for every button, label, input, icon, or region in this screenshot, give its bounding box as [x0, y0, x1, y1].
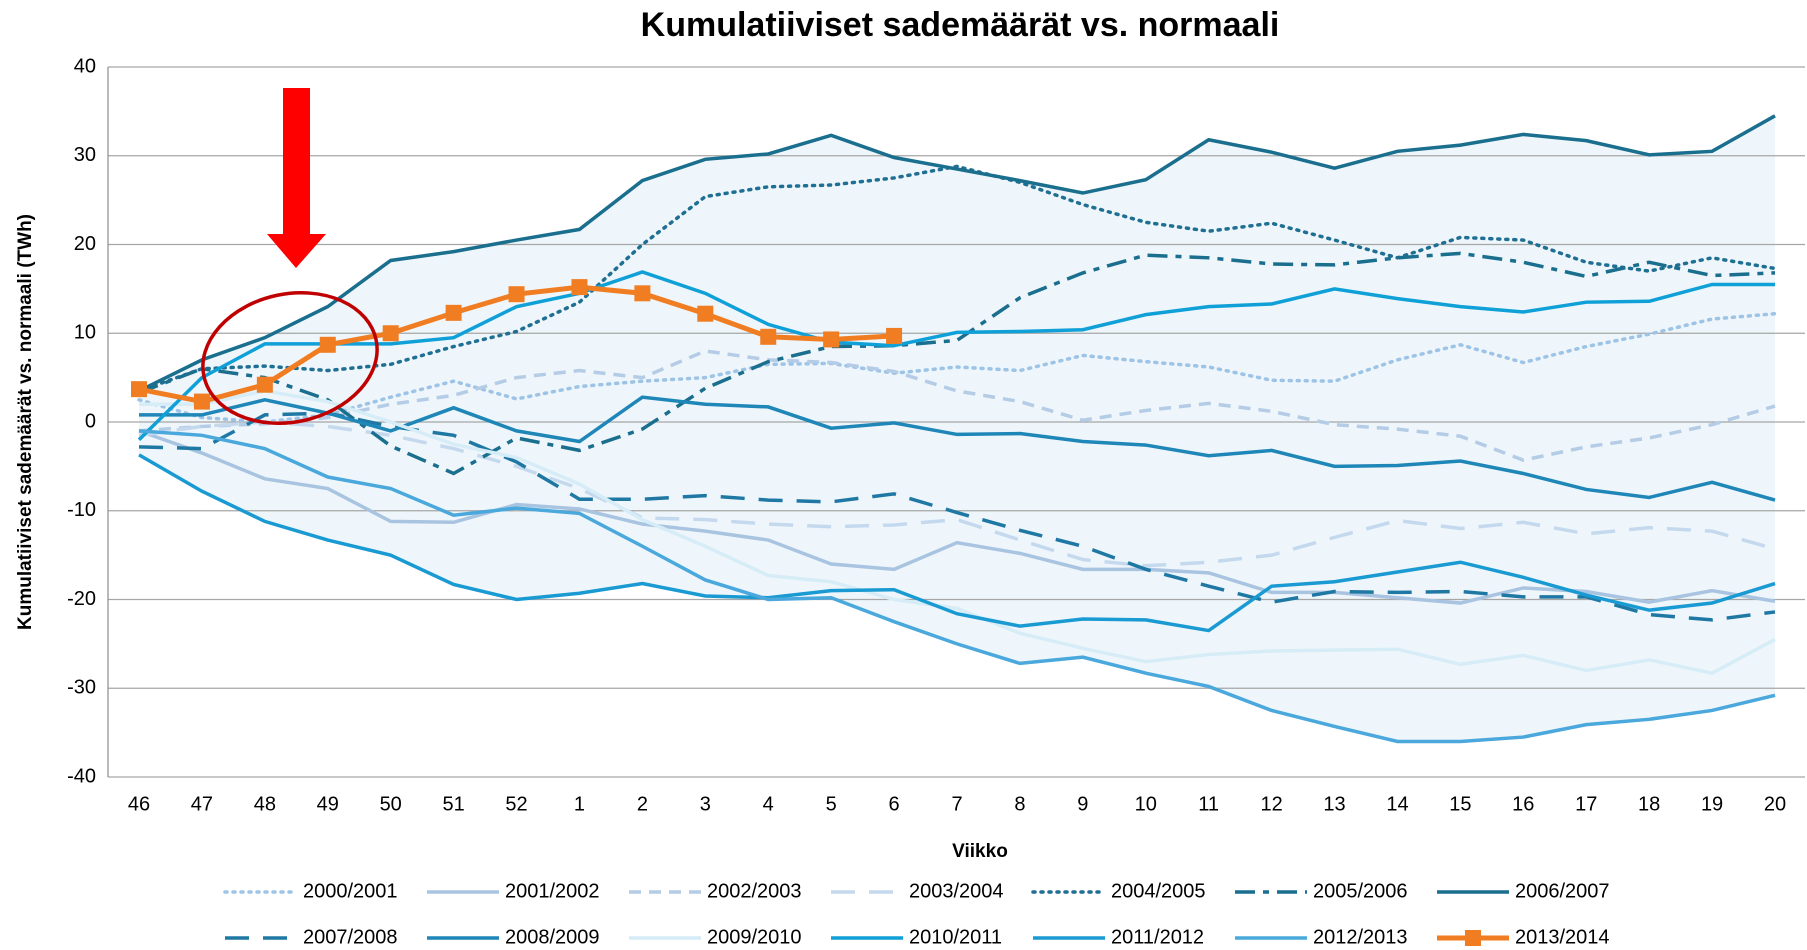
- y-tick-label: -40: [67, 765, 96, 787]
- legend-label: 2002/2003: [707, 880, 802, 902]
- data-point: [571, 279, 588, 296]
- x-tick-label: 7: [951, 793, 962, 815]
- legend-label: 2000/2001: [303, 880, 398, 902]
- x-tick-label: 47: [191, 793, 213, 815]
- x-tick-label: 9: [1077, 793, 1088, 815]
- x-tick-label: 2: [637, 793, 648, 815]
- legend-label: 2004/2005: [1111, 880, 1206, 902]
- data-point: [131, 381, 147, 398]
- series-line: [137, 164, 1777, 393]
- data-point: [886, 327, 903, 344]
- legend-label: 2009/2010: [707, 926, 802, 948]
- x-tick-label: 51: [442, 793, 464, 815]
- x-tick-label: 18: [1638, 793, 1660, 815]
- y-tick-label: -20: [67, 588, 96, 610]
- legend-label: 2012/2013: [1313, 926, 1408, 948]
- x-tick-label: 11: [1198, 793, 1219, 815]
- legend-label: 2011/2012: [1111, 926, 1204, 948]
- y-tick-label: 0: [85, 410, 96, 432]
- x-tick-label: 17: [1575, 793, 1597, 815]
- x-tick-label: 20: [1764, 793, 1786, 815]
- x-tick-label: 50: [380, 793, 402, 815]
- data-point: [697, 305, 714, 322]
- x-tick-label: 5: [826, 793, 837, 815]
- x-tick-label: 46: [128, 793, 150, 815]
- series-line: [139, 395, 1776, 502]
- legend-label: 2010/2011: [909, 926, 1002, 948]
- data-point: [256, 376, 273, 393]
- legend-label: 2003/2004: [909, 880, 1004, 902]
- y-tick-label: 40: [74, 55, 96, 77]
- x-tick-label: 52: [505, 793, 527, 815]
- legend-marker: [1465, 930, 1481, 946]
- x-tick-label: 16: [1512, 793, 1534, 815]
- y-tick-label: 10: [74, 322, 96, 344]
- chart-title: Kumulatiiviset sademäärät vs. normaali: [641, 6, 1280, 44]
- x-tick-label: 48: [254, 793, 276, 815]
- series-line: [138, 429, 1776, 605]
- legend-label: 2005/2006: [1313, 880, 1408, 902]
- series-line: [138, 349, 1776, 462]
- series-line: [138, 251, 1776, 476]
- y-tick-label: 20: [74, 233, 96, 255]
- data-point: [382, 325, 399, 342]
- data-point: [508, 286, 525, 303]
- x-tick-label: 3: [700, 793, 711, 815]
- series-line: [137, 270, 1775, 441]
- range-band: [139, 115, 1775, 742]
- series-line: [138, 114, 1776, 393]
- data-point: [760, 328, 777, 345]
- x-tick-label: 1: [574, 793, 585, 815]
- y-axis-label: Kumulatiiviset sademäärät vs. normaali (…: [15, 214, 36, 630]
- x-tick-label: 12: [1260, 793, 1282, 815]
- x-tick-label: 13: [1323, 793, 1345, 815]
- annotation: [267, 234, 326, 268]
- legend-label: 2001/2002: [505, 880, 600, 902]
- series-line: [138, 429, 1776, 744]
- data-point: [823, 331, 840, 348]
- y-tick-label: 30: [74, 144, 96, 166]
- x-tick-label: 15: [1449, 793, 1471, 815]
- legend-label: 2013/2014: [1515, 926, 1610, 948]
- data-point: [193, 393, 210, 410]
- data-point: [445, 304, 462, 321]
- x-tick-label: 49: [317, 793, 339, 815]
- annotation: [283, 88, 310, 234]
- series-line: [138, 453, 1776, 633]
- x-tick-label: 19: [1701, 793, 1723, 815]
- x-axis-label: Viikko: [952, 841, 1008, 862]
- series-line: [137, 311, 1777, 424]
- x-tick-label: 8: [1014, 793, 1025, 815]
- y-tick-label: -10: [67, 499, 96, 521]
- annotation: [201, 291, 379, 425]
- series-line: [139, 389, 1776, 676]
- data-point: [634, 285, 651, 302]
- x-tick-label: 14: [1386, 793, 1408, 815]
- legend-label: 2007/2008: [303, 926, 398, 948]
- band-layer: [139, 115, 1775, 742]
- y-tick-label: -30: [67, 677, 96, 699]
- x-tick-label: 4: [763, 793, 774, 815]
- series-line: [138, 420, 1776, 568]
- legend-label: 2006/2007: [1515, 880, 1610, 902]
- x-tick-label: 6: [889, 793, 900, 815]
- x-tick-label: 10: [1135, 793, 1157, 815]
- legend-label: 2008/2009: [505, 926, 600, 948]
- data-point: [319, 336, 336, 353]
